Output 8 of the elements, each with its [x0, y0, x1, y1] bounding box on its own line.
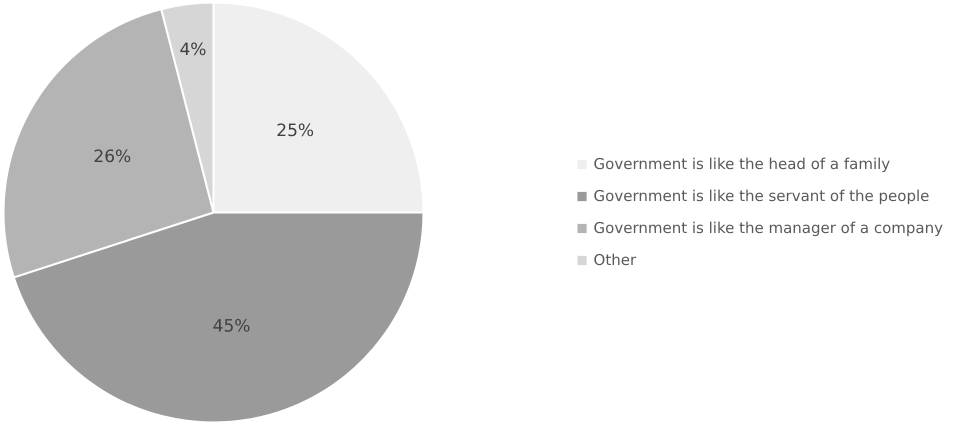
legend-label: Government is like the servant of the people: [594, 187, 930, 205]
data-label: 4%: [179, 40, 206, 60]
data-label: 45%: [212, 316, 250, 337]
data-label: 26%: [93, 146, 132, 167]
legend-label: Government is like the manager of a company: [594, 219, 943, 237]
legend-label: Government is like the head of a family: [594, 155, 890, 173]
legend-label: Other: [594, 251, 636, 269]
data-label: 25%: [276, 120, 314, 141]
